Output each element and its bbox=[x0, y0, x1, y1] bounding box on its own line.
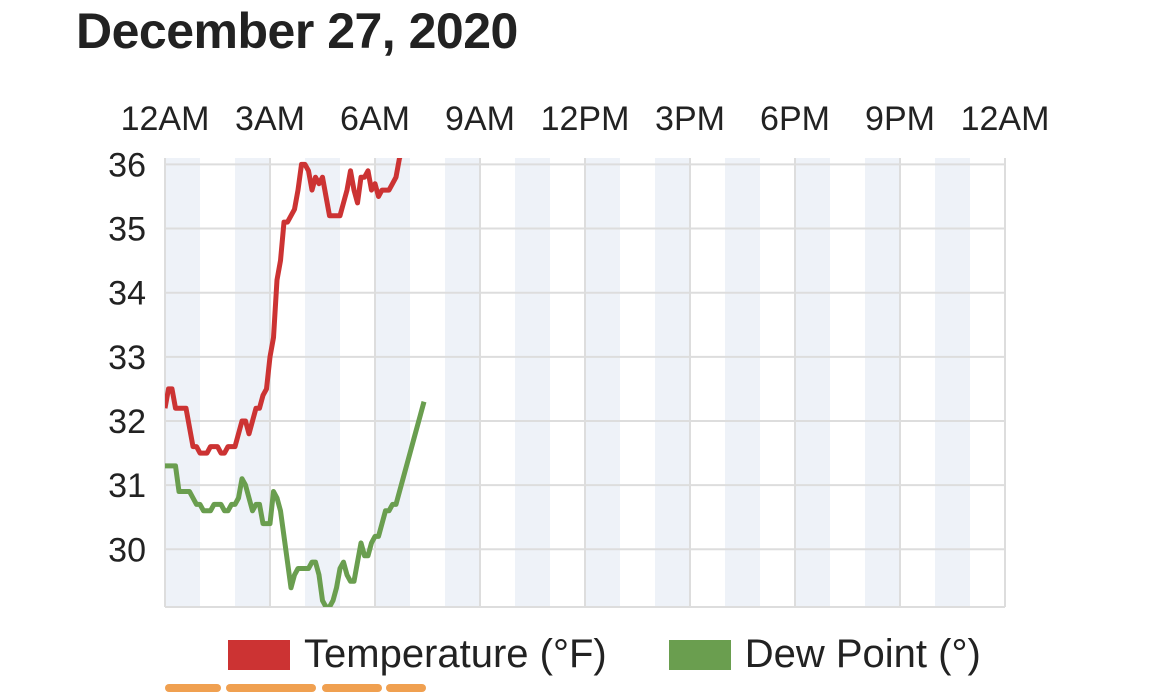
x-tick-label: 12AM bbox=[121, 100, 210, 138]
x-tick-label: 12AM bbox=[961, 100, 1050, 138]
y-tick-label: 32 bbox=[108, 403, 146, 441]
y-tick-label: 33 bbox=[108, 339, 146, 377]
strip-segment bbox=[226, 684, 316, 692]
y-tick-label: 30 bbox=[108, 531, 146, 569]
hour-band bbox=[165, 158, 200, 607]
strip-segment bbox=[165, 684, 221, 692]
temperature-legend-label: Temperature (°F) bbox=[304, 632, 607, 676]
x-tick-label: 9PM bbox=[865, 100, 935, 138]
bottom-strip bbox=[165, 684, 426, 692]
temperature-swatch bbox=[228, 639, 290, 670]
hour-band bbox=[655, 158, 690, 607]
hour-band bbox=[305, 158, 340, 607]
x-tick-label: 9AM bbox=[445, 100, 515, 138]
hour-band bbox=[935, 158, 970, 607]
x-tick-label: 3PM bbox=[655, 100, 725, 138]
y-tick-label: 35 bbox=[108, 211, 146, 249]
x-tick-label: 6PM bbox=[760, 100, 830, 138]
legend-item-dew-point[interactable]: Dew Point (°) bbox=[668, 632, 981, 677]
x-tick-label: 12PM bbox=[541, 100, 630, 138]
dew-point-legend-label: Dew Point (°) bbox=[744, 632, 981, 676]
grid-lines bbox=[164, 158, 1006, 608]
strip-segment bbox=[386, 684, 426, 692]
strip-segment bbox=[322, 684, 382, 692]
hour-band bbox=[445, 158, 480, 607]
y-axis-ticks: 30 31 32 33 34 35 36 bbox=[108, 146, 146, 569]
temperature-line bbox=[165, 158, 403, 456]
dew-point-swatch bbox=[668, 639, 731, 670]
hour-band bbox=[235, 158, 270, 607]
dew-point-line bbox=[165, 401, 427, 607]
series-layer bbox=[165, 158, 427, 607]
x-tick-label: 3AM bbox=[235, 100, 305, 138]
hour-band bbox=[795, 158, 830, 607]
y-tick-label: 34 bbox=[108, 275, 146, 313]
y-tick-label: 36 bbox=[108, 146, 146, 184]
hour-band bbox=[375, 158, 410, 607]
page-title: December 27, 2020 bbox=[76, 3, 518, 59]
hour-band bbox=[515, 158, 550, 607]
x-axis-ticks: 12AM 3AM 6AM 9AM 12PM 3PM 6PM 9PM 12AM bbox=[121, 100, 1050, 138]
hour-band bbox=[585, 158, 620, 607]
hour-band bbox=[725, 158, 760, 607]
background-bands bbox=[165, 158, 970, 607]
hour-band bbox=[865, 158, 900, 607]
legend-item-temperature[interactable]: Temperature (°F) bbox=[228, 632, 607, 677]
chart-legend: Temperature (°F) Dew Point (°) bbox=[228, 632, 1043, 677]
x-tick-label: 6AM bbox=[340, 100, 410, 138]
y-tick-label: 31 bbox=[108, 467, 146, 505]
